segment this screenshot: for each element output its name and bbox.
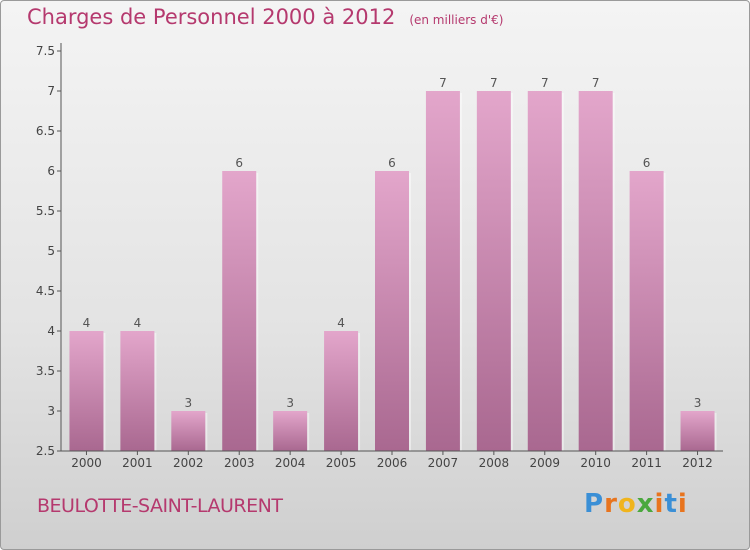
x-tick-label: 2002 [173,456,204,470]
bar [375,171,409,451]
y-tick-label: 6.5 [36,124,55,138]
y-tick-label: 3 [47,404,55,418]
chart-title: Charges de Personnel 2000 à 2012 [27,5,396,29]
bar [273,411,308,451]
x-tick-label: 2004 [275,456,306,470]
bar-value-label: 7 [490,76,498,90]
x-tick-label: 2007 [428,456,459,470]
x-tick-label: 2008 [479,456,510,470]
chart-unit: (en milliers d'€) [409,13,504,27]
y-tick-label: 5 [47,244,55,258]
bar [680,411,715,451]
logo-letter: i [654,489,665,519]
bar [69,331,104,451]
logo-letter: P [584,489,605,519]
x-tick-label: 2011 [631,456,662,470]
bar [222,171,257,451]
x-tick-label: 2005 [326,456,357,470]
bar-value-label: 4 [83,316,91,330]
bar-value-label: 6 [388,156,396,170]
bar [324,331,359,451]
y-tick-label: 2.5 [36,444,55,458]
logo-letter: x [636,489,655,519]
y-tick-label: 4 [47,324,55,338]
proxiti-logo[interactable]: Proxiti [584,489,688,519]
y-tick-label: 7.5 [36,44,55,58]
y-tick-label: 3.5 [36,364,55,378]
logo-letter: i [677,489,688,519]
bar [527,91,562,451]
logo-letter: o [617,489,637,519]
x-tick-label: 2001 [122,456,153,470]
logo-letter: t [664,489,678,519]
bar-value-label: 3 [286,396,294,410]
x-tick-label: 2012 [682,456,713,470]
bar [629,171,664,451]
bar-value-label: 7 [541,76,549,90]
bar [476,91,511,451]
bar-value-label: 6 [643,156,651,170]
bar [578,91,613,451]
bar [425,91,460,451]
bar-value-label: 3 [184,396,192,410]
y-tick-label: 5.5 [36,204,55,218]
x-tick-label: 2010 [580,456,611,470]
x-tick-label: 2006 [377,456,408,470]
bar-value-label: 3 [694,396,702,410]
bar-value-label: 4 [337,316,345,330]
x-tick-label: 2000 [71,456,102,470]
bar-value-label: 6 [235,156,243,170]
y-tick-label: 6 [47,164,55,178]
logo-letter: r [604,489,618,519]
bar [171,411,206,451]
bar-value-label: 7 [592,76,600,90]
y-tick-label: 4.5 [36,284,55,298]
town-name: BEULOTTE-SAINT-LAURENT [37,495,283,517]
title-row: Charges de Personnel 2000 à 2012 (en mill… [27,5,503,29]
bar-value-label: 4 [134,316,142,330]
bar [120,331,155,451]
x-tick-label: 2003 [224,456,255,470]
bar-value-label: 7 [439,76,447,90]
x-tick-label: 2009 [529,456,560,470]
y-tick-label: 7 [47,84,55,98]
